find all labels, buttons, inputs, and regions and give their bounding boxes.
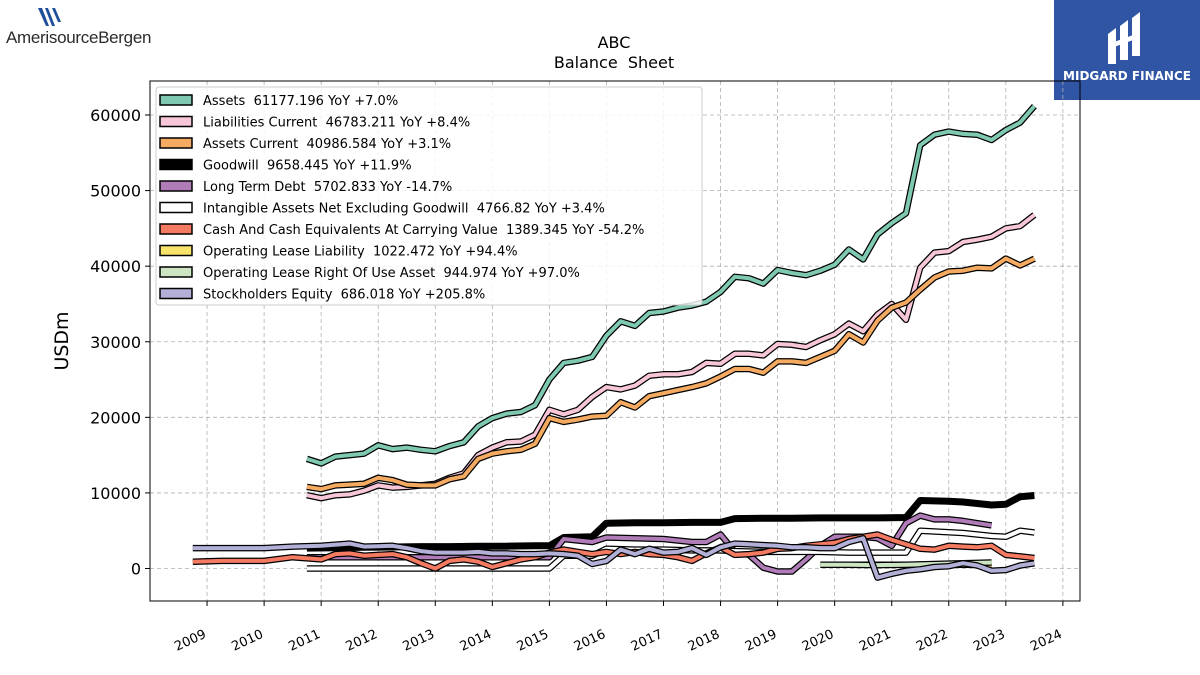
x-tick-label: 2018 (686, 627, 722, 655)
x-tick-label: 2017 (629, 627, 665, 655)
y-tick-label: 40000 (90, 257, 141, 276)
series-path (192, 532, 1035, 571)
x-tick-label: 2010 (229, 627, 265, 655)
series-line-9 (192, 535, 1035, 581)
series-path (306, 256, 1036, 492)
legend-label-2: Assets Current 40986.584 YoY +3.1% (203, 137, 451, 152)
legend-swatch-8 (159, 266, 193, 278)
x-tick-label: 2024 (1028, 627, 1064, 655)
right-logo-text: MIDGARD FINANCE (1063, 69, 1191, 83)
y-axis-label: USDm (51, 311, 73, 370)
y-tick-label: 20000 (90, 408, 141, 427)
legend-swatch-1 (159, 115, 193, 128)
legend: Assets 61177.196 YoY +7.0% Liabilities Cu… (155, 86, 703, 306)
midgard-mark-icon (1108, 12, 1140, 64)
chart-title: ABC (598, 33, 631, 52)
series-line-6 (192, 531, 1035, 572)
x-tick-label: 2011 (287, 627, 323, 655)
chart-subtitle: Balance Sheet (554, 53, 674, 72)
legend-swatch-9 (159, 287, 193, 300)
x-tick-label: 2020 (800, 627, 836, 655)
x-tick-label: 2019 (743, 627, 779, 655)
legend-swatch-6 (159, 223, 193, 235)
x-tick-label: 2022 (914, 627, 950, 655)
series-path (192, 536, 1035, 580)
legend-swatch-7 (159, 244, 193, 257)
legend-swatch-5 (159, 201, 193, 214)
legend-label-9: Stockholders Equity 686.018 YoY +205.8% (203, 288, 485, 303)
series-lines (192, 103, 1037, 581)
x-tick-label: 2009 (172, 627, 208, 655)
x-tick-label: 2012 (344, 627, 380, 655)
y-axis-ticks: 0 10000 20000 30000 40000 50000 60000 (90, 106, 150, 579)
plot-frame (149, 80, 1081, 602)
x-tick-label: 2014 (458, 627, 494, 655)
x-axis-ticks: 2009 2010 2011 2012 2013 2014 2015 2016 2017 2018… (172, 601, 1065, 655)
legend-label-4: Long Term Debt 5702.833 YoY -14.7% (203, 180, 452, 195)
y-tick-label: 60000 (90, 106, 141, 125)
left-logo-text: AmerisourceBergen (6, 28, 152, 47)
legend-swatch-4 (159, 180, 193, 192)
legend-label-3: Goodwill 9658.445 YoY +11.9% (203, 159, 412, 174)
y-tick-label: 30000 (90, 333, 141, 352)
y-tick-label: 0 (131, 560, 141, 579)
x-tick-label: 2013 (401, 627, 437, 655)
y-tick-label: 10000 (90, 484, 141, 503)
legend-label-5: Intangible Assets Net Excluding Goodwill… (203, 202, 605, 217)
x-tick-label: 2016 (572, 627, 608, 655)
series-path (306, 492, 1035, 552)
series-path (306, 104, 1036, 466)
legend-box (155, 86, 703, 306)
x-tick-label: 2015 (515, 627, 551, 655)
legend-label-7: Operating Lease Liability 1022.472 YoY +… (203, 245, 518, 260)
legend-label-1: Liabilities Current 46783.211 YoY +8.4% (203, 116, 470, 131)
midgard-finance-logo: MIDGARD FINANCE (1054, 0, 1200, 100)
series-line-0 (305, 103, 1037, 467)
series-line-3 (306, 492, 1035, 552)
legend-swatch-2 (159, 137, 193, 149)
legend-label-6: Cash And Cash Equivalents At Carrying Va… (203, 223, 644, 238)
x-tick-label: 2023 (971, 627, 1007, 655)
legend-swatch-0 (159, 94, 193, 106)
legend-label-8: Operating Lease Right Of Use Asset 944.9… (203, 266, 580, 281)
bird-icon (38, 8, 61, 26)
legend-label-0: Assets 61177.196 YoY +7.0% (203, 94, 398, 109)
x-tick-label: 2021 (857, 627, 893, 655)
series-line-2 (306, 255, 1036, 493)
legend-swatch-3 (159, 158, 193, 171)
y-tick-label: 50000 (90, 182, 141, 201)
amerisourcebergen-logo: AmerisourceBergen (6, 6, 176, 50)
